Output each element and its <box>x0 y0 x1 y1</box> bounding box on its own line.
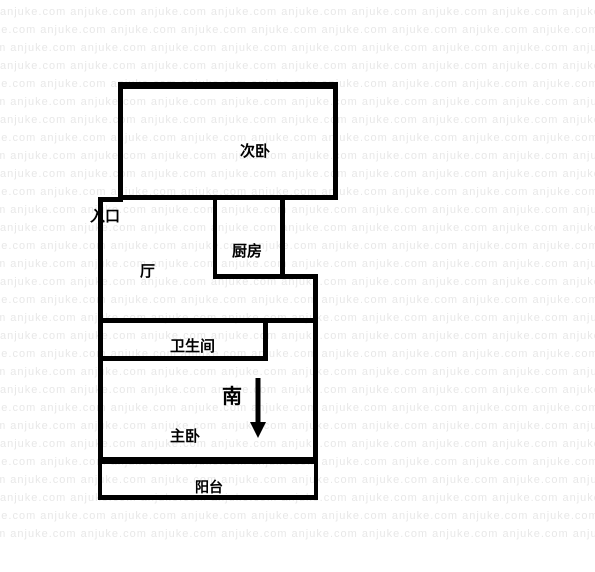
label-south: 南 <box>222 380 242 409</box>
wall-bed2-bottom2 <box>213 195 335 200</box>
label-entry: 入口 <box>90 205 120 226</box>
south-arrow <box>248 378 268 443</box>
wall-outer-left-main <box>98 197 103 463</box>
wall-balcony-left <box>98 462 102 498</box>
wall-outer-top <box>118 82 338 89</box>
wall-outer-left-upper <box>118 82 123 197</box>
wall-bath-bottom <box>100 356 268 361</box>
floor-plan-canvas: anjuke.com anjuke.com anjuke.com anjuke.… <box>0 0 595 572</box>
label-bath: 卫生间 <box>170 335 215 356</box>
label-master: 主卧 <box>170 425 200 446</box>
wall-bath-top <box>100 318 268 323</box>
label-kitchen: 厨房 <box>232 240 262 261</box>
wall-balcony-top <box>98 462 318 464</box>
wall-hall-kit-div <box>213 195 217 277</box>
wall-outer-right-low <box>313 274 318 462</box>
wall-bed2-bottom <box>118 195 213 200</box>
label-balcony: 阳台 <box>195 477 223 497</box>
label-bed2: 次卧 <box>240 140 270 161</box>
wall-bath-right <box>263 318 268 360</box>
wall-outer-right-bed2 <box>333 82 338 200</box>
wall-kit-bottom <box>213 274 318 279</box>
wall-balcony-right <box>314 462 318 498</box>
wall-conn-bath-out <box>263 318 318 323</box>
wall-outer-right-kit <box>280 197 285 279</box>
label-hall: 厅 <box>140 260 155 281</box>
